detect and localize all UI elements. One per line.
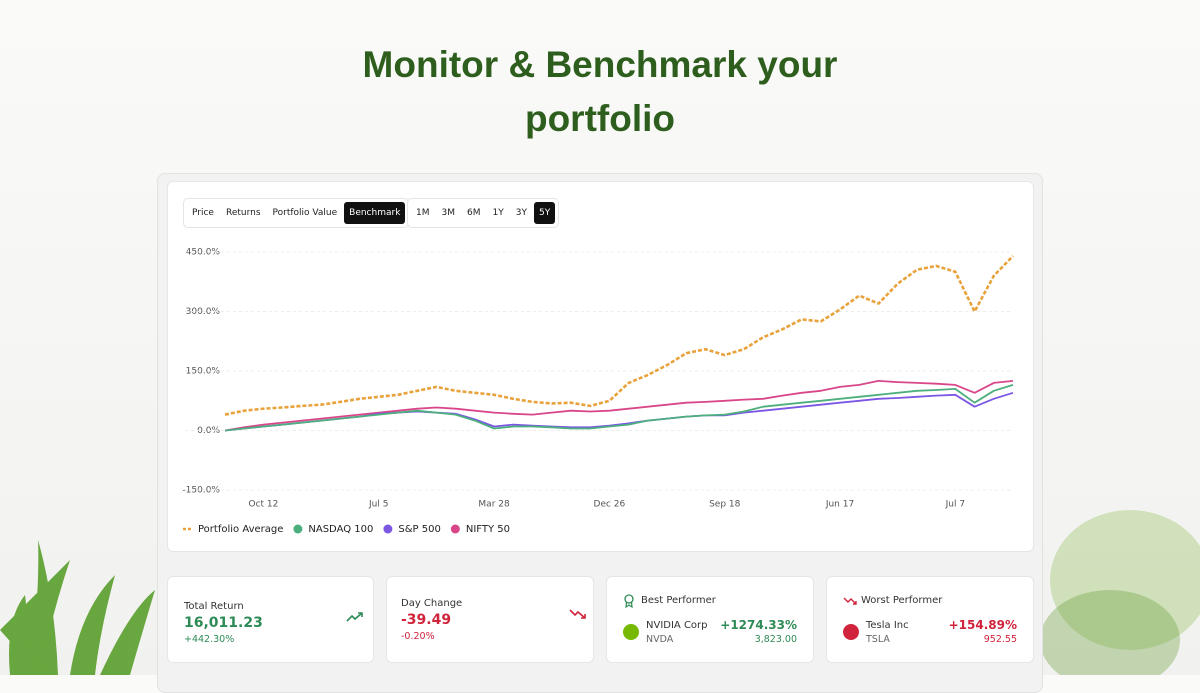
x-tick-label: Dec 26 bbox=[594, 500, 626, 510]
legend-label: NIFTY 50 bbox=[466, 524, 510, 535]
stat-change: +442.30% bbox=[184, 634, 235, 645]
y-tick-label: 0.0% bbox=[197, 426, 220, 436]
series-line bbox=[224, 255, 1014, 416]
tab[interactable]: 3M bbox=[441, 208, 456, 218]
legend-label: Portfolio Average bbox=[198, 524, 283, 535]
day-change-card: Day Change -39.49 -0.20% bbox=[386, 576, 594, 663]
trend-up-icon bbox=[346, 612, 363, 622]
nvidia-logo bbox=[623, 624, 639, 640]
legend-label: S&P 500 bbox=[398, 524, 440, 535]
stock-price: 3,823.00 bbox=[754, 634, 797, 645]
stat-label: Total Return bbox=[184, 601, 244, 612]
legend-marker bbox=[293, 524, 303, 534]
stat-label: Day Change bbox=[401, 598, 463, 609]
chart: -150.0%0.0%150.0%300.0%450.0%Oct 12 Jul 5… bbox=[182, 248, 1014, 535]
stat-value: -39.49 bbox=[401, 612, 452, 628]
tab[interactable]: Returns bbox=[225, 208, 261, 218]
tab[interactable]: 5Y bbox=[533, 202, 556, 224]
plant-decor bbox=[0, 510, 1200, 675]
award-icon bbox=[624, 594, 634, 608]
legend-marker bbox=[450, 524, 460, 534]
legend-label: NASDAQ 100 bbox=[308, 524, 373, 535]
tab[interactable]: Benchmark bbox=[344, 202, 406, 224]
tab[interactable]: 6M bbox=[467, 208, 481, 218]
stat-label: Best Performer bbox=[641, 595, 716, 606]
period-tabs: 1M 3M 6M 1Y 3Y 5Y bbox=[407, 198, 560, 228]
series-line bbox=[224, 380, 1014, 432]
x-tick-label: Jun 17 bbox=[825, 500, 854, 510]
stat-value: 16,011.23 bbox=[184, 615, 263, 631]
stock-ticker: NVDA bbox=[646, 634, 674, 645]
stock-name: Tesla Inc bbox=[866, 620, 909, 631]
tesla-logo bbox=[843, 624, 859, 640]
headline: Monitor & Benchmark your portfolio bbox=[362, 44, 838, 139]
tab[interactable]: Price bbox=[192, 208, 214, 218]
trend-down-icon bbox=[843, 597, 857, 605]
stat-change: -0.20% bbox=[401, 631, 435, 642]
x-tick-label: Mar 28 bbox=[478, 500, 510, 510]
stock-change: +154.89% bbox=[948, 618, 1017, 632]
trend-down-icon bbox=[569, 609, 586, 619]
best-performer-card: Best Performer NVIDIA Corp NVDA +1274.33… bbox=[606, 576, 814, 663]
x-tick-label: Oct 12 bbox=[249, 500, 279, 510]
x-tick-label: Jul 7 bbox=[945, 500, 965, 510]
stock-price: 952.55 bbox=[983, 634, 1017, 645]
series-line bbox=[224, 384, 1014, 432]
tab[interactable]: 1Y bbox=[492, 208, 504, 218]
stock-name: NVIDIA Corp bbox=[646, 620, 708, 631]
stock-ticker: TSLA bbox=[866, 634, 890, 645]
stat-label: Worst Performer bbox=[861, 595, 943, 606]
view-tabs: Price Returns Portfolio Value Benchmark bbox=[183, 198, 410, 228]
x-tick-label: Jul 5 bbox=[368, 500, 388, 510]
total-return-card: Total Return 16,011.23 +442.30% bbox=[167, 576, 374, 663]
worst-performer-card: Worst Performer Tesla Inc TSLA +154.89% … bbox=[826, 576, 1034, 663]
y-tick-label: -150.0% bbox=[182, 486, 220, 496]
stock-change: +1274.33% bbox=[720, 618, 797, 632]
x-tick-label: Sep 18 bbox=[709, 500, 741, 510]
tab[interactable]: Portfolio Value bbox=[272, 208, 338, 218]
tab[interactable]: 3Y bbox=[515, 208, 527, 218]
legend-marker bbox=[383, 524, 393, 534]
tab[interactable]: 1M bbox=[416, 208, 430, 218]
